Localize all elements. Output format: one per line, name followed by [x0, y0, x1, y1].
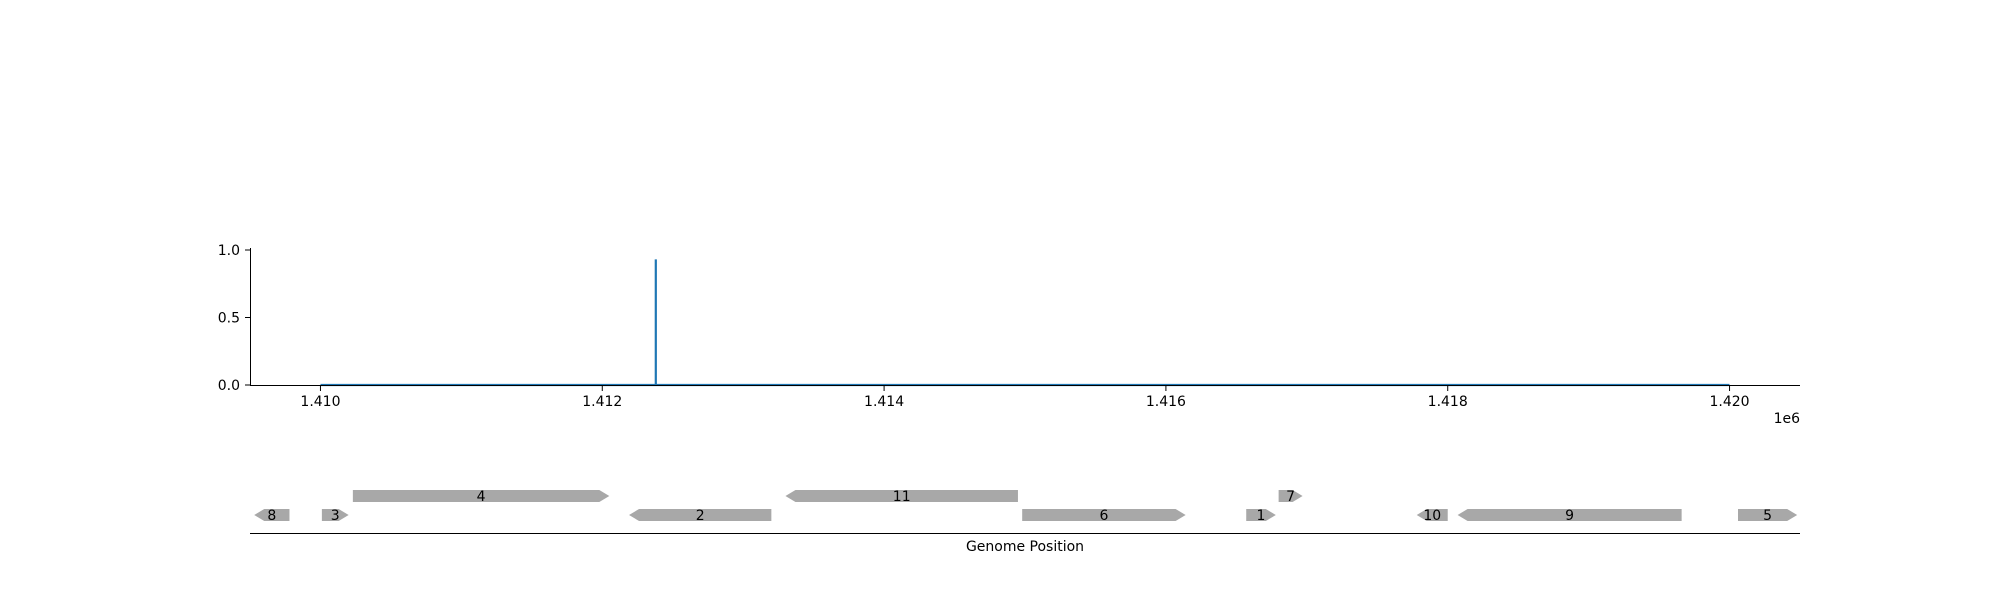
gene-arrow — [1457, 509, 1682, 521]
gene-label: 2 — [696, 508, 705, 524]
gene-arrow — [1278, 490, 1303, 502]
x-tick-label: 1.420 — [1709, 394, 1749, 410]
gene-arrow — [254, 509, 290, 521]
coverage-plot: 0.0 0.5 1.0 1.410 1.412 1.414 1.416 1.418 1.420… — [218, 243, 1800, 427]
gene-arrow — [785, 490, 1018, 502]
gene-arrow — [1738, 509, 1798, 521]
y-tick-label: 0.0 — [218, 378, 240, 394]
gene-arrow — [629, 509, 772, 521]
coverage-line — [320, 259, 1730, 387]
gene-arrow — [1246, 509, 1276, 521]
gene-arrow — [352, 490, 610, 502]
x-tick-label: 1.412 — [582, 394, 622, 410]
gene-label: 5 — [1763, 508, 1772, 524]
coverage-series — [320, 259, 1730, 387]
gene-label: 3 — [331, 508, 340, 524]
gene-arrow — [1416, 509, 1448, 521]
x-tick-label: 1.410 — [300, 394, 340, 410]
gene-label: 1 — [1257, 508, 1266, 524]
x-tick-label: 1.416 — [1146, 394, 1186, 410]
gene-track: 8 3 4 2 11 6 1 7 10 9 5 Genome Position — [250, 489, 1800, 555]
y-tick-label: 1.0 — [218, 243, 240, 259]
gene-label: 4 — [477, 489, 486, 505]
gene-label: 6 — [1099, 508, 1108, 524]
gene-arrow — [321, 509, 349, 521]
gene-label: 11 — [893, 489, 911, 505]
y-axis-ticks: 0.0 0.5 1.0 — [218, 243, 250, 394]
gene-arrow — [1022, 509, 1186, 521]
genes-layer: 8 3 4 2 11 6 1 7 10 9 5 — [254, 489, 1798, 524]
gene-label: 8 — [267, 508, 276, 524]
gene-label: 7 — [1286, 489, 1295, 505]
gene-label: 9 — [1565, 508, 1574, 524]
gene-label: 10 — [1423, 508, 1441, 524]
x-tick-label: 1.418 — [1428, 394, 1468, 410]
x-axis-label: Genome Position — [966, 539, 1084, 555]
x-axis-offset-label: 1e6 — [1774, 411, 1801, 427]
y-tick-label: 0.5 — [218, 311, 240, 327]
x-tick-label: 1.414 — [864, 394, 904, 410]
x-axis-ticks: 1.410 1.412 1.414 1.416 1.418 1.420 — [300, 386, 1750, 410]
